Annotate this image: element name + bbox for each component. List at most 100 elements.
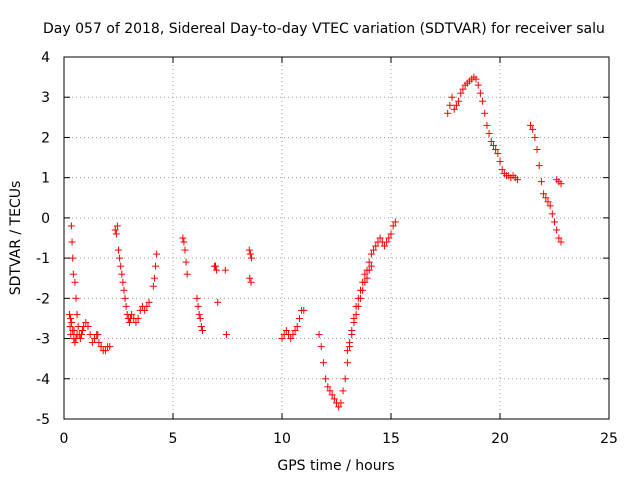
data-point xyxy=(66,322,74,330)
data-point xyxy=(214,298,222,306)
data-point xyxy=(94,331,102,339)
y-tick-label: 1 xyxy=(41,171,50,187)
data-point xyxy=(72,335,80,343)
data-point xyxy=(278,335,286,343)
data-point xyxy=(125,318,133,326)
data-point xyxy=(385,234,393,242)
data-point xyxy=(145,298,153,306)
x-tick-label: 10 xyxy=(273,431,291,447)
data-point xyxy=(348,331,356,339)
grid-lines xyxy=(64,57,609,419)
data-point xyxy=(330,395,338,403)
data-point xyxy=(65,310,73,318)
data-point xyxy=(106,343,114,351)
data-point xyxy=(452,101,460,109)
data-point xyxy=(354,302,362,310)
data-point xyxy=(322,375,330,383)
data-point xyxy=(69,254,77,262)
data-point xyxy=(450,105,458,113)
data-point xyxy=(389,222,397,230)
data-point xyxy=(128,310,136,318)
data-point xyxy=(553,226,561,234)
data-point xyxy=(115,246,122,254)
data-point xyxy=(337,399,345,407)
data-point xyxy=(182,258,190,266)
data-point xyxy=(73,331,81,339)
data-point xyxy=(343,359,351,367)
data-marks xyxy=(65,73,565,411)
data-point xyxy=(376,234,384,242)
data-point xyxy=(341,375,349,383)
data-point xyxy=(361,270,369,278)
data-point xyxy=(149,282,157,290)
data-point xyxy=(247,278,255,286)
data-point xyxy=(531,133,539,141)
data-point xyxy=(380,242,388,250)
data-point xyxy=(391,218,399,226)
data-point xyxy=(370,246,378,254)
y-tick-label: -2 xyxy=(36,291,50,307)
data-point xyxy=(535,162,543,170)
data-point xyxy=(474,81,482,89)
y-axis-ticks: -5 -4 -3 -2 -1 0 1 2 3 4 xyxy=(36,50,609,428)
data-point xyxy=(457,89,465,97)
data-point xyxy=(317,343,325,351)
data-point xyxy=(444,109,452,117)
data-point xyxy=(82,318,90,326)
x-tick-label: 15 xyxy=(382,431,400,447)
data-point xyxy=(542,194,550,202)
data-point xyxy=(293,322,301,330)
data-point xyxy=(540,190,548,198)
data-point xyxy=(494,150,502,158)
data-point xyxy=(73,310,81,318)
data-point xyxy=(247,254,255,262)
data-point xyxy=(356,294,364,302)
data-point xyxy=(479,97,487,105)
y-tick-label: 3 xyxy=(41,90,50,106)
data-point xyxy=(485,129,493,137)
data-point xyxy=(150,274,158,282)
data-point xyxy=(112,230,120,238)
data-point xyxy=(101,347,109,355)
data-point xyxy=(194,302,202,310)
data-point xyxy=(193,294,201,302)
data-point xyxy=(91,335,99,343)
data-point xyxy=(86,331,94,339)
data-point xyxy=(111,226,119,234)
data-point xyxy=(328,391,336,399)
data-point xyxy=(496,158,504,166)
data-point xyxy=(489,141,497,149)
data-point xyxy=(67,314,75,322)
data-point xyxy=(97,343,105,351)
data-point xyxy=(339,387,347,395)
data-point xyxy=(555,234,563,242)
data-point xyxy=(71,278,79,286)
data-point xyxy=(95,339,103,347)
data-point xyxy=(367,262,375,270)
data-point xyxy=(455,97,463,105)
data-point xyxy=(295,314,303,322)
data-point xyxy=(67,331,75,339)
data-point xyxy=(119,278,127,286)
x-tick-label: 20 xyxy=(491,431,509,447)
data-point xyxy=(117,262,125,270)
data-point xyxy=(459,85,467,93)
data-point xyxy=(122,302,130,310)
chart-title: Day 057 of 2018, Sidereal Day-to-day VTE… xyxy=(43,21,605,37)
data-point xyxy=(181,246,189,254)
data-point xyxy=(529,125,537,133)
data-point xyxy=(141,306,149,314)
plot-frame xyxy=(63,56,610,420)
data-point xyxy=(180,238,188,246)
data-point xyxy=(365,258,373,266)
data-point xyxy=(183,270,191,278)
data-point xyxy=(121,294,129,302)
data-point xyxy=(291,327,299,335)
data-point xyxy=(71,339,79,347)
data-point xyxy=(246,274,254,282)
data-point xyxy=(143,302,151,310)
data-point xyxy=(68,238,76,246)
data-point xyxy=(287,335,295,343)
data-point xyxy=(69,327,77,335)
x-axis-label: GPS time / hours xyxy=(277,458,394,474)
